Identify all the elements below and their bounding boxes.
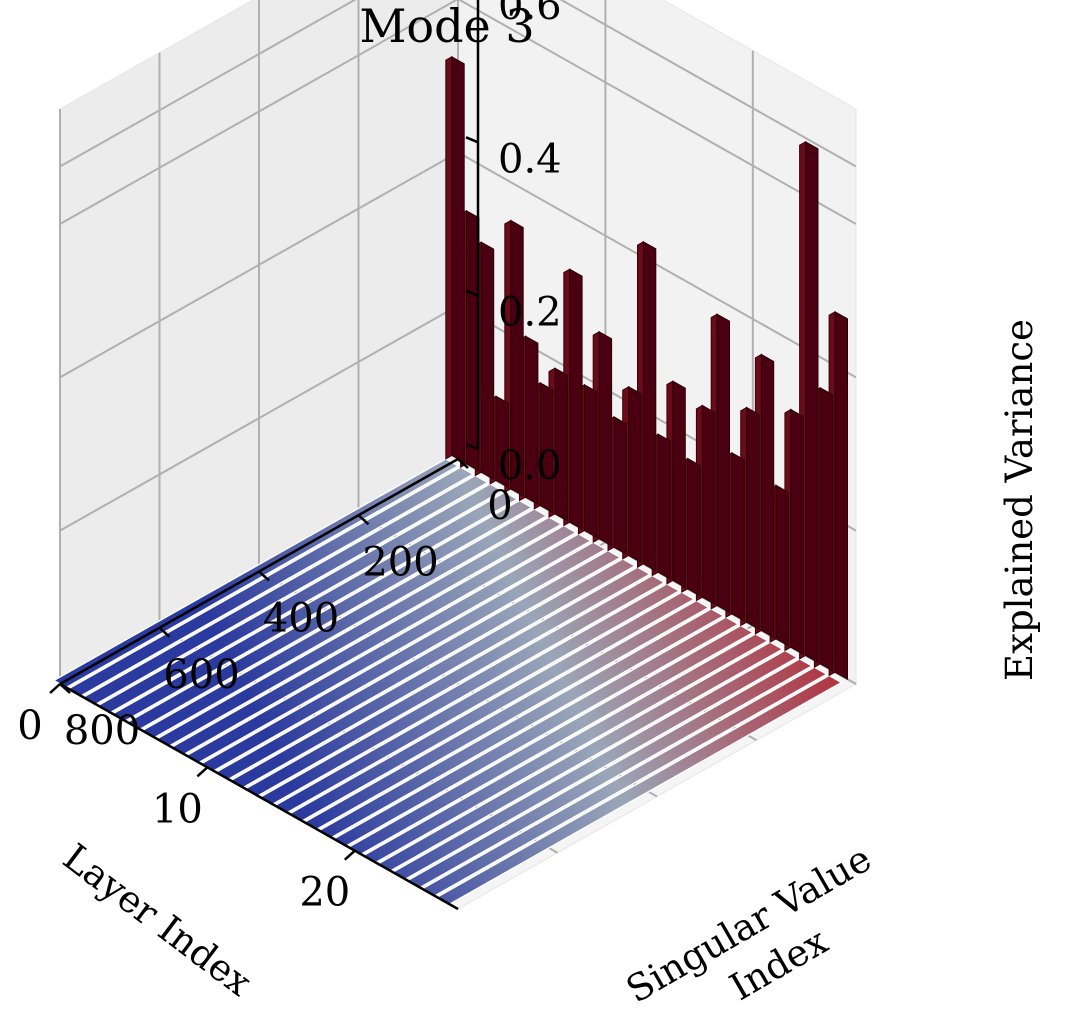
grid-line bbox=[457, 151, 857, 379]
x-axis-label: Layer Index bbox=[55, 836, 260, 1005]
y-tick bbox=[158, 626, 171, 638]
y-tick-label: 800 bbox=[64, 708, 140, 754]
x-tick bbox=[196, 766, 209, 778]
grid-line bbox=[457, 0, 857, 225]
z-axis-label: Explained Variance bbox=[998, 319, 1041, 681]
z-tick-label: 0.4 bbox=[498, 136, 562, 182]
grid-line bbox=[59, 151, 459, 379]
grid-line bbox=[59, 0, 357, 168]
x-tick-label: 20 bbox=[299, 870, 350, 916]
y-tick bbox=[457, 458, 469, 469]
spike-bar bbox=[790, 408, 804, 656]
spike-bar bbox=[584, 383, 598, 539]
x-tick bbox=[343, 849, 356, 861]
y-tick-label: 0 bbox=[487, 483, 512, 529]
spike-side bbox=[445, 55, 453, 460]
grid-line bbox=[159, 626, 558, 854]
spike-bar bbox=[731, 451, 745, 622]
grid-line bbox=[258, 570, 658, 798]
x-tick bbox=[49, 683, 61, 694]
spike-bar bbox=[819, 386, 834, 672]
spike-bar bbox=[598, 330, 613, 547]
y-tick bbox=[258, 570, 270, 582]
z-tick bbox=[465, 289, 479, 297]
spike-bar bbox=[480, 241, 495, 481]
z-tick-label: 0.2 bbox=[498, 290, 562, 336]
spike-bar bbox=[701, 404, 716, 606]
x-tick-label: 10 bbox=[152, 786, 203, 832]
spike-bar bbox=[805, 140, 819, 664]
axis-lines bbox=[49, 0, 480, 911]
spike-bar bbox=[834, 310, 848, 681]
x-tick-label: 0 bbox=[17, 703, 42, 749]
surface bbox=[52, 55, 848, 906]
z-tick-label: 0.0 bbox=[498, 443, 562, 489]
spike-bar bbox=[657, 433, 672, 581]
spike-bar bbox=[525, 335, 539, 506]
tick-labels: 20 10 0 0 200 400 600 800 0.0 0.2 0.4 0.6 bbox=[17, 0, 561, 916]
grid-line bbox=[59, 0, 459, 225]
spike-bar bbox=[613, 415, 627, 556]
spike-bar bbox=[716, 313, 730, 614]
spike-bar bbox=[687, 457, 701, 597]
spike-bar bbox=[760, 353, 775, 639]
spike-bar bbox=[775, 484, 789, 647]
spike-bar bbox=[642, 240, 657, 572]
grid-line bbox=[358, 514, 757, 742]
spike-bar bbox=[569, 268, 583, 531]
grid-line bbox=[559, 0, 857, 168]
spike-bar bbox=[554, 367, 568, 522]
chart-title: Mode 3 bbox=[359, 0, 534, 53]
spike-bar bbox=[539, 381, 554, 514]
y-tick-label: 200 bbox=[362, 539, 438, 585]
grid-line bbox=[59, 304, 459, 532]
spike-bar bbox=[451, 55, 465, 464]
spike-bar bbox=[510, 219, 524, 497]
z-tick-label: 0.6 bbox=[498, 0, 562, 29]
y-tick bbox=[59, 683, 71, 694]
spike-bar bbox=[628, 385, 642, 564]
spike-bar bbox=[495, 395, 509, 489]
y-tick bbox=[357, 514, 370, 526]
spike-bar bbox=[672, 380, 686, 589]
y-tick-label: 600 bbox=[163, 652, 239, 698]
x-axis-line bbox=[59, 682, 459, 911]
z-tick bbox=[465, 136, 479, 144]
spike-bar bbox=[746, 406, 760, 631]
y-tick-label: 400 bbox=[263, 596, 339, 642]
z-tick bbox=[465, 442, 479, 451]
